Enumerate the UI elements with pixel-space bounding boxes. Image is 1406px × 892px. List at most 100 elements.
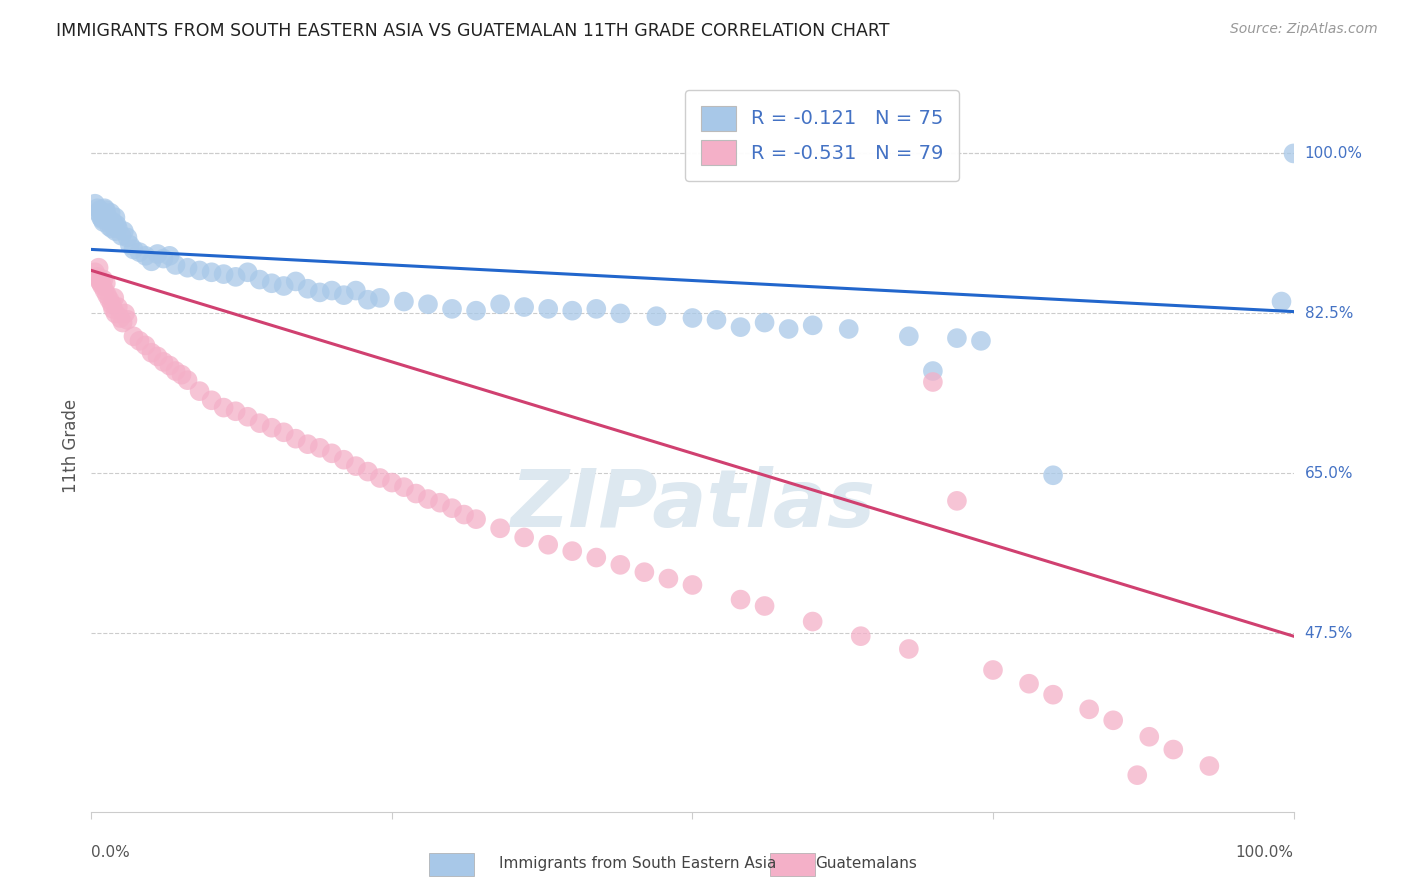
Point — [159, 249, 181, 263]
Point — [87, 260, 110, 275]
Y-axis label: 11th Grade: 11th Grade — [62, 399, 80, 493]
Point — [657, 572, 679, 586]
Point — [1042, 468, 1064, 483]
Point — [212, 267, 235, 281]
Point — [152, 355, 174, 369]
Point — [273, 425, 295, 440]
Point — [128, 334, 150, 348]
Point — [561, 303, 583, 318]
Point — [112, 224, 135, 238]
Point — [170, 368, 193, 382]
Point — [489, 521, 512, 535]
Point — [368, 291, 391, 305]
Point — [838, 322, 860, 336]
Point — [89, 203, 111, 218]
Point — [89, 275, 111, 289]
Point — [101, 297, 124, 311]
Point — [236, 409, 259, 424]
Point — [681, 578, 703, 592]
Point — [159, 359, 181, 373]
Legend: R = -0.121   N = 75, R = -0.531   N = 79: R = -0.121 N = 75, R = -0.531 N = 79 — [685, 90, 959, 181]
Point — [284, 275, 307, 289]
Point — [87, 206, 110, 220]
Point — [585, 550, 607, 565]
Point — [465, 303, 488, 318]
Point — [94, 203, 117, 218]
Point — [681, 311, 703, 326]
Point — [465, 512, 488, 526]
Point — [609, 558, 631, 572]
Point — [134, 338, 156, 352]
Point — [801, 615, 824, 629]
Point — [333, 288, 356, 302]
Point — [122, 329, 145, 343]
Point — [561, 544, 583, 558]
Point — [344, 459, 367, 474]
Point — [84, 196, 107, 211]
Point — [141, 345, 163, 359]
Point — [1102, 714, 1125, 728]
Point — [93, 206, 115, 220]
Point — [236, 265, 259, 279]
Text: 82.5%: 82.5% — [1305, 306, 1353, 321]
Point — [146, 350, 169, 364]
Point — [117, 313, 139, 327]
Text: ZIPatlas: ZIPatlas — [510, 466, 875, 543]
Point — [981, 663, 1004, 677]
Point — [104, 224, 127, 238]
Point — [1198, 759, 1220, 773]
Point — [98, 293, 121, 307]
Point — [730, 592, 752, 607]
Point — [93, 284, 115, 298]
Text: Source: ZipAtlas.com: Source: ZipAtlas.com — [1230, 22, 1378, 37]
Point — [489, 297, 512, 311]
Point — [645, 309, 668, 323]
Point — [134, 249, 156, 263]
Point — [128, 245, 150, 260]
Point — [107, 221, 129, 235]
Point — [897, 642, 920, 657]
Point — [778, 322, 800, 336]
Point — [946, 494, 969, 508]
Point — [1137, 730, 1160, 744]
Point — [86, 202, 108, 216]
Point — [585, 301, 607, 316]
Point — [1042, 688, 1064, 702]
Point — [84, 265, 107, 279]
Text: 100.0%: 100.0% — [1236, 845, 1294, 860]
Text: 0.0%: 0.0% — [91, 845, 131, 860]
Point — [513, 300, 536, 314]
Point — [90, 211, 112, 225]
Point — [754, 599, 776, 613]
Text: Immigrants from South Eastern Asia: Immigrants from South Eastern Asia — [499, 856, 776, 871]
Point — [392, 294, 415, 309]
Point — [111, 316, 134, 330]
Point — [90, 277, 112, 291]
Point — [96, 288, 118, 302]
Point — [405, 486, 427, 500]
Point — [103, 291, 125, 305]
Point — [368, 471, 391, 485]
Point — [110, 228, 132, 243]
Point — [321, 446, 343, 460]
Point — [1126, 768, 1149, 782]
Point — [284, 432, 307, 446]
Point — [633, 565, 655, 579]
Point — [1270, 294, 1292, 309]
Point — [98, 219, 121, 234]
Point — [706, 313, 728, 327]
Point — [260, 277, 283, 291]
Text: IMMIGRANTS FROM SOUTH EASTERN ASIA VS GUATEMALAN 11TH GRADE CORRELATION CHART: IMMIGRANTS FROM SOUTH EASTERN ASIA VS GU… — [56, 22, 890, 40]
Point — [201, 265, 224, 279]
Text: Guatemalans: Guatemalans — [815, 856, 917, 871]
Point — [381, 475, 404, 490]
Point — [333, 452, 356, 467]
Text: 47.5%: 47.5% — [1305, 626, 1353, 641]
Point — [93, 202, 115, 216]
Point — [212, 401, 235, 415]
Point — [93, 215, 115, 229]
Point — [225, 404, 247, 418]
Point — [897, 329, 920, 343]
Point — [114, 306, 136, 320]
Point — [297, 437, 319, 451]
